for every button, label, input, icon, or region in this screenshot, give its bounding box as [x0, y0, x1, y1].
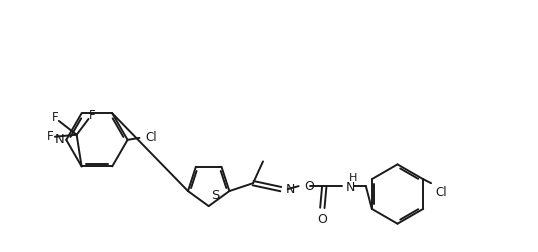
Text: F: F [47, 130, 53, 143]
Text: O: O [305, 180, 314, 193]
Text: N: N [54, 133, 64, 146]
Text: O: O [317, 213, 327, 226]
Text: N: N [286, 183, 295, 196]
Text: N: N [346, 181, 356, 194]
Text: S: S [211, 189, 219, 202]
Text: F: F [89, 109, 96, 122]
Text: H: H [349, 173, 357, 183]
Text: Cl: Cl [435, 186, 447, 199]
Text: F: F [52, 111, 58, 124]
Text: Cl: Cl [145, 131, 157, 144]
